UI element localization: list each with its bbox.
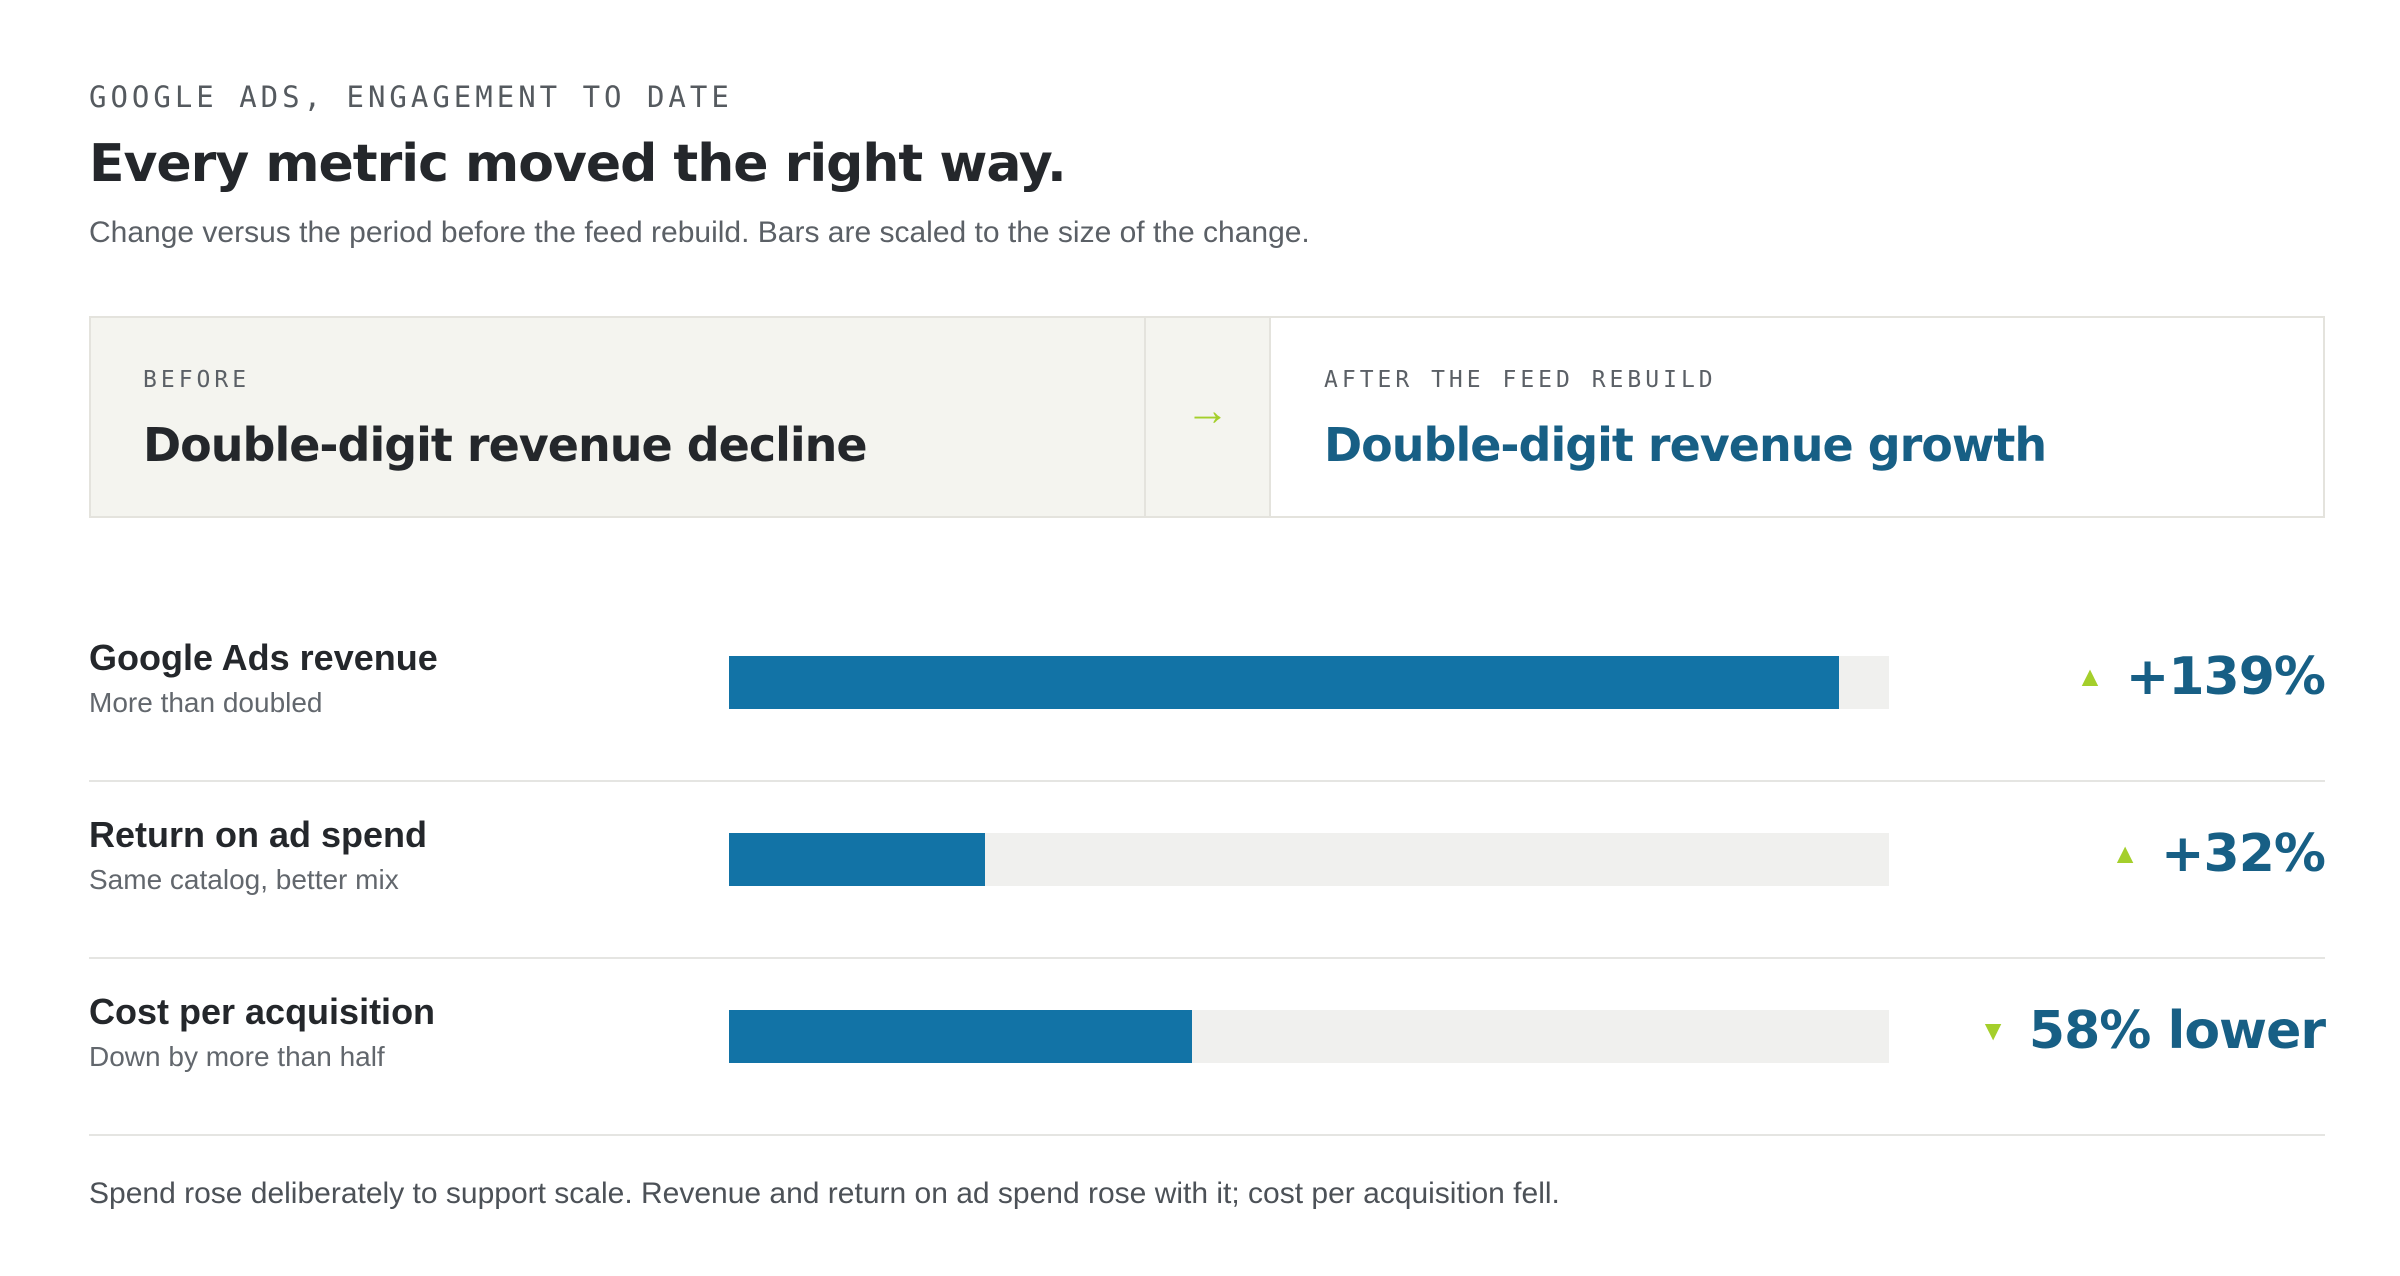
metric-note: Down by more than half xyxy=(89,1041,385,1072)
triangle-down-icon: ▼ xyxy=(1979,1015,2007,1046)
triangle-up-icon: ▲ xyxy=(2111,838,2139,869)
bar-track xyxy=(729,833,1889,886)
metric-row-cost-per-acquisition: Cost per acquisition Down by more than ha… xyxy=(89,959,2326,1136)
metric-row-return-on-ad-spend: Return on ad spend Same catalog, better m… xyxy=(89,782,2326,959)
metric-note: Same catalog, better mix xyxy=(89,864,399,895)
before-label: BEFORE xyxy=(143,367,251,393)
metric-value: ▲ +32% xyxy=(2111,824,2326,884)
arrow-right-icon: → xyxy=(1144,318,1271,516)
before-after-panel: BEFORE Double-digit revenue decline → AF… xyxy=(89,316,2325,518)
triangle-up-icon: ▲ xyxy=(2076,661,2104,692)
before-value: Double-digit revenue decline xyxy=(143,418,868,472)
bar-return-on-ad-spend xyxy=(729,833,985,886)
before-panel: BEFORE Double-digit revenue decline xyxy=(91,318,1144,516)
page-title: Every metric moved the right way. xyxy=(89,134,1067,194)
metric-value: ▼ 58% lower xyxy=(1979,1001,2326,1061)
after-panel: AFTER THE FEED REBUILD Double-digit reve… xyxy=(1271,318,2323,516)
after-label: AFTER THE FEED REBUILD xyxy=(1324,367,1717,393)
value-label: +139% xyxy=(2125,647,2326,707)
metric-label: Google Ads revenue xyxy=(89,637,438,678)
value-label: 58% lower xyxy=(2028,1001,2326,1061)
value-label: +32% xyxy=(2160,824,2326,884)
eyebrow-label: GOOGLE ADS, ENGAGEMENT TO DATE xyxy=(89,80,733,114)
metric-label: Return on ad spend xyxy=(89,814,428,855)
page-subtitle: Change versus the period before the feed… xyxy=(89,216,1310,249)
footnote: Spend rose deliberately to support scale… xyxy=(89,1177,1560,1210)
metric-label: Cost per acquisition xyxy=(89,991,436,1032)
bar-google-ads-revenue xyxy=(729,656,1839,709)
bar-track xyxy=(729,1010,1889,1063)
metric-note: More than doubled xyxy=(89,687,323,718)
metric-value: ▲ +139% xyxy=(2076,647,2326,707)
bar-cost-per-acquisition xyxy=(729,1010,1192,1063)
after-value: Double-digit revenue growth xyxy=(1324,418,2047,472)
metric-row-google-ads-revenue: Google Ads revenue More than doubled ▲ +139… xyxy=(89,605,2326,782)
bar-track xyxy=(729,656,1889,709)
